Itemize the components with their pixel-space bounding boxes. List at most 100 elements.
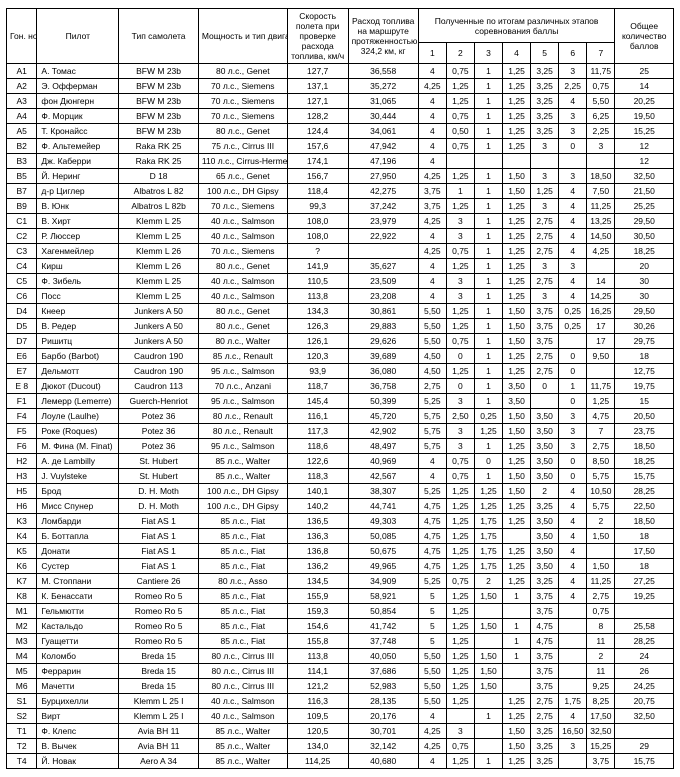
cell: 3,50 — [531, 454, 559, 469]
cell: 0,75 — [446, 244, 474, 259]
cell: Caudron 113 — [119, 379, 199, 394]
cell: 80 л.с., Renault — [198, 409, 287, 424]
cell: M3 — [7, 634, 37, 649]
cell: Klemm L 25 I — [119, 694, 199, 709]
cell: 1,25 — [446, 79, 474, 94]
cell: 0 — [559, 364, 587, 379]
cell: 1,50 — [474, 619, 502, 634]
cell: Cantiere 26 — [119, 574, 199, 589]
cell — [559, 634, 587, 649]
hdr-engine: Мощность и тип двигателя — [198, 9, 287, 64]
cell: 1,25 — [446, 364, 474, 379]
cell: Klemm L 26 — [119, 259, 199, 274]
cell: 85 л.с., Walter — [198, 454, 287, 469]
cell: 9,25 — [587, 679, 615, 694]
cell: 70 л.с., Siemens — [198, 94, 287, 109]
cell: 1,25 — [446, 634, 474, 649]
table-row: F1Лемерр (Lemerre)Guerch-Henriot95 л.с.,… — [7, 394, 674, 409]
cell: 118,3 — [287, 469, 348, 484]
cell: 3 — [531, 199, 559, 214]
cell: 4 — [559, 559, 587, 574]
cell: 5 — [418, 619, 446, 634]
cell: 3 — [587, 139, 615, 154]
cell: 126,3 — [287, 319, 348, 334]
table-row: M2КастальдоRomeo Ro 585 л.с., Fiat154,64… — [7, 619, 674, 634]
cell: Guerch-Henriot — [119, 394, 199, 409]
cell: 36,758 — [348, 379, 418, 394]
cell: Romeo Ro 5 — [119, 589, 199, 604]
cell: 27,950 — [348, 169, 418, 184]
cell: 3,50 — [531, 514, 559, 529]
cell: 0,75 — [446, 739, 474, 754]
cell: 134,3 — [287, 304, 348, 319]
cell: 3,75 — [531, 664, 559, 679]
cell: D. H. Moth — [119, 484, 199, 499]
cell: 1,25 — [503, 454, 531, 469]
cell: 3,25 — [531, 64, 559, 79]
cell: 127,7 — [287, 64, 348, 79]
cell — [559, 154, 587, 169]
cell: Klemm L 25 I — [119, 709, 199, 724]
cell: 37,748 — [348, 634, 418, 649]
cell: 1,25 — [503, 109, 531, 124]
cell: Junkers A 50 — [119, 334, 199, 349]
cell: 4,25 — [418, 169, 446, 184]
cell: 114,1 — [287, 664, 348, 679]
cell: 99,3 — [287, 199, 348, 214]
cell: 4,75 — [418, 514, 446, 529]
cell: 3,50 — [531, 544, 559, 559]
cell: 0,25 — [559, 319, 587, 334]
cell: В. Юнк — [37, 199, 119, 214]
cell: 1,25 — [446, 619, 474, 634]
cell: K4 — [7, 529, 37, 544]
cell: 4,25 — [418, 214, 446, 229]
cell: 4 — [418, 274, 446, 289]
cell: 1 — [474, 229, 502, 244]
cell: 3,75 — [531, 304, 559, 319]
cell: 30 — [615, 274, 674, 289]
cell: 80 л.с., Genet — [198, 259, 287, 274]
cell: 118,6 — [287, 439, 348, 454]
cell: 126,1 — [287, 334, 348, 349]
cell: 3 — [531, 139, 559, 154]
cell: 1 — [474, 334, 502, 349]
cell: В. Редер — [37, 319, 119, 334]
cell: 4,75 — [418, 529, 446, 544]
cell: 85 л.с., Fiat — [198, 634, 287, 649]
cell: B9 — [7, 199, 37, 214]
cell — [348, 244, 418, 259]
cell: S2 — [7, 709, 37, 724]
cell: 25,25 — [615, 199, 674, 214]
cell: 1,25 — [446, 259, 474, 274]
cell: 1 — [503, 619, 531, 634]
cell: 3 — [446, 424, 474, 439]
cell: 40 л.с., Salmson — [198, 709, 287, 724]
cell: 30,701 — [348, 724, 418, 739]
cell: 4 — [418, 289, 446, 304]
cell: 1,25 — [503, 544, 531, 559]
cell: 50,854 — [348, 604, 418, 619]
cell: Кирш — [37, 259, 119, 274]
cell: 3,75 — [531, 334, 559, 349]
cell: 3 — [531, 259, 559, 274]
cell: 1,25 — [503, 499, 531, 514]
cell: E6 — [7, 349, 37, 364]
cell: 3,75 — [418, 184, 446, 199]
cell: 3 — [559, 424, 587, 439]
cell: 4 — [418, 454, 446, 469]
cell: 80 л.с., Cirrus III — [198, 664, 287, 679]
cell — [559, 754, 587, 769]
table-row: K4Б. БоттаплаFiat AS 185 л.с., Fiat136,3… — [7, 529, 674, 544]
cell — [503, 154, 531, 169]
cell: 5,50 — [418, 319, 446, 334]
cell: 30 — [615, 289, 674, 304]
cell: 93,9 — [287, 364, 348, 379]
cell: 1,25 — [474, 499, 502, 514]
cell: Коломбо — [37, 649, 119, 664]
cell: 1,25 — [474, 484, 502, 499]
cell: 136,5 — [287, 514, 348, 529]
cell: 113,8 — [287, 289, 348, 304]
cell: 3 — [559, 409, 587, 424]
cell: 4,75 — [418, 499, 446, 514]
cell: 118,4 — [287, 184, 348, 199]
